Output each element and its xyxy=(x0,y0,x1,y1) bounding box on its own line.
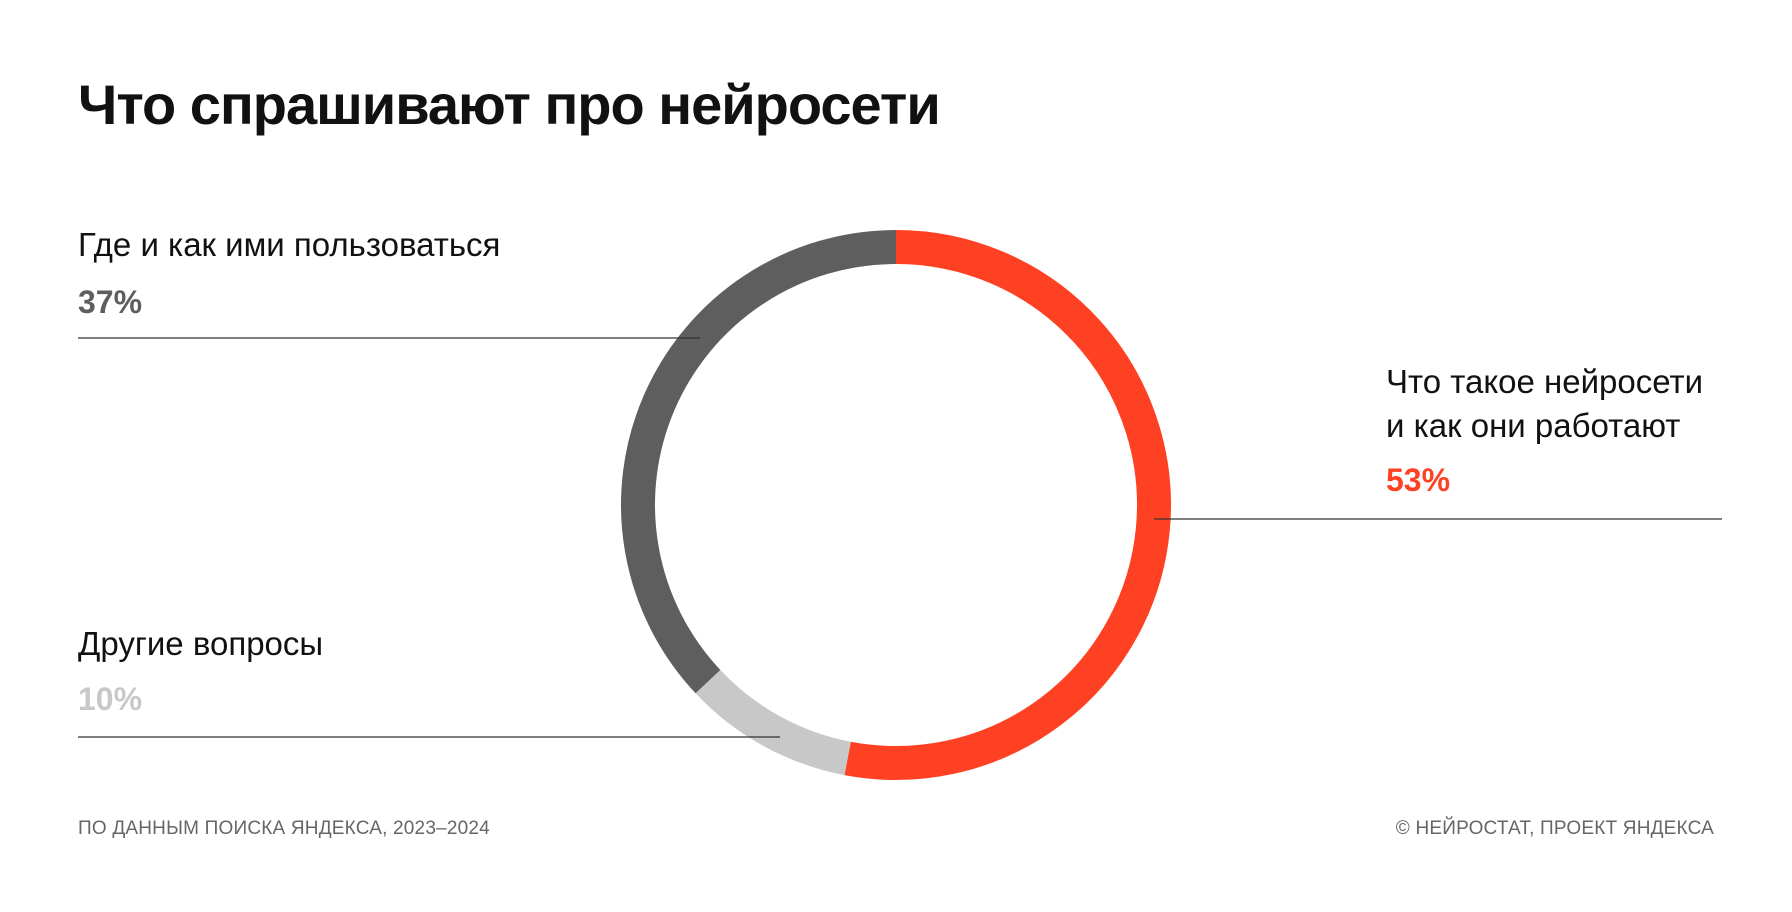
source-note: ПО ДАННЫМ ПОИСКА ЯНДЕКСА, 2023–2024 xyxy=(78,818,490,839)
slice-label-what-line1: Что такое нейросети xyxy=(1386,363,1704,400)
slice-value-usage: 37% xyxy=(78,284,143,320)
slice-label-what-line2: и как они работают xyxy=(1386,407,1681,444)
slice-label-usage: Где и как ими пользоваться xyxy=(78,226,501,263)
slice-value-other: 10% xyxy=(78,681,143,717)
slice-usage xyxy=(621,230,897,694)
slice-what xyxy=(844,230,1171,780)
page-title: Что спрашивают про нейросети xyxy=(78,73,941,136)
slice-label-other: Другие вопросы xyxy=(78,625,324,662)
slice-value-what: 53% xyxy=(1386,462,1451,498)
copyright-note: © НЕЙРОСТАТ, ПРОЕКТ ЯНДЕКСА xyxy=(1395,818,1714,839)
slice-other xyxy=(695,669,852,776)
